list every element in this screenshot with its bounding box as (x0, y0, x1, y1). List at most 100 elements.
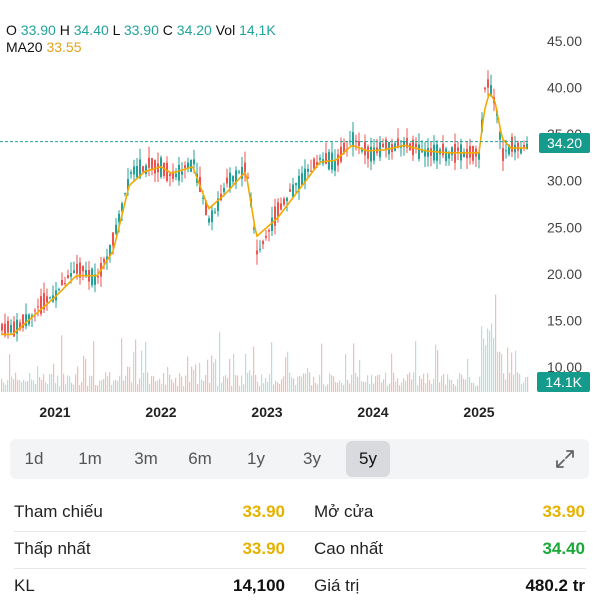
volume-bar (369, 384, 371, 392)
volume-bar (463, 378, 465, 392)
volume-bar (389, 383, 391, 392)
candle-body (256, 250, 258, 255)
volume-bar (191, 366, 193, 392)
volume-bar (431, 383, 433, 392)
volume-bar (185, 375, 187, 392)
timeframe-selector: 1d 1m 3m 6m 1y 3y 5y (10, 439, 589, 479)
volume-bar (499, 351, 501, 392)
volume-bar (95, 385, 97, 392)
stat-value-traded: Giá trị 480.2 tr (314, 574, 585, 598)
volume-bar (345, 354, 347, 392)
candle-body (397, 138, 399, 149)
candle-body (277, 202, 279, 217)
volume-bar (173, 382, 175, 392)
volume-bar (55, 382, 57, 392)
volume-bar (65, 384, 67, 392)
candle-body (253, 227, 255, 230)
candle-body (310, 170, 312, 172)
volume-bar (17, 379, 19, 392)
price-chart[interactable]: 10.0015.0020.0025.0030.0035.0040.0045.00… (0, 0, 600, 432)
volume-bar (271, 342, 273, 392)
candle-body (508, 144, 510, 155)
volume-bar (99, 380, 101, 392)
volume-bar (217, 385, 219, 392)
volume-bar (225, 374, 227, 392)
volume-bar (443, 373, 445, 392)
tab-6m[interactable]: 6m (188, 449, 212, 468)
volume-bar (63, 373, 65, 392)
candle-body (16, 319, 18, 334)
candle-body (223, 187, 225, 193)
candle-body (46, 296, 48, 303)
expand-icon[interactable] (553, 447, 577, 471)
volume-bar (93, 341, 95, 392)
volume-bar (211, 355, 213, 392)
tab-3m[interactable]: 3m (134, 449, 158, 468)
volume-bar (33, 380, 35, 392)
volume-bar (115, 379, 117, 392)
volume-bar (73, 384, 75, 392)
volume-bar (339, 380, 341, 392)
volume-bar (71, 382, 73, 392)
volume-bar (149, 383, 151, 392)
candle-body (76, 263, 78, 274)
tab-3y[interactable]: 3y (303, 449, 321, 468)
volume-bar (453, 384, 455, 392)
candle-body (10, 325, 12, 333)
volume-bar (143, 372, 145, 392)
volume-bar (85, 358, 87, 392)
candle-body (121, 203, 123, 212)
candle-body (40, 296, 42, 314)
y-tick-label: 30.00 (547, 173, 582, 189)
tab-1m[interactable]: 1m (78, 449, 102, 468)
candle-body (202, 197, 204, 199)
volume-bar (223, 376, 225, 392)
candle-body (82, 266, 84, 272)
volume-bar (249, 370, 251, 392)
volume-bar (503, 373, 505, 392)
volume-bar (515, 350, 517, 392)
candle-body (373, 147, 375, 161)
volume-bar (277, 382, 279, 392)
tab-5y[interactable]: 5y (346, 441, 390, 477)
volume-bar (235, 375, 237, 392)
volume-bar (241, 375, 243, 392)
volume-bar (441, 375, 443, 392)
volume-bar (77, 366, 79, 392)
candle-body (7, 320, 9, 333)
candle-body (184, 165, 186, 168)
volume-bar (287, 351, 289, 392)
volume-bar (179, 373, 181, 392)
volume-bar (283, 376, 285, 392)
candle-body (154, 160, 156, 174)
volume-bar (319, 374, 321, 392)
volume-bar (375, 376, 377, 392)
tab-1d[interactable]: 1d (24, 449, 44, 468)
chart-canvas[interactable]: 10.0015.0020.0025.0030.0035.0040.0045.00… (0, 0, 600, 432)
volume-bar (123, 380, 125, 392)
volume-bar (391, 353, 393, 392)
candle-body (130, 172, 132, 174)
tab-1y[interactable]: 1y (247, 449, 265, 468)
candle-body (520, 148, 522, 154)
candle-body (478, 152, 480, 160)
volume-bar (227, 377, 229, 392)
volume-bar (317, 384, 319, 392)
stat-value: 33.90 (542, 502, 585, 521)
candle-body (292, 184, 294, 197)
candle-body (205, 200, 207, 216)
volume-bar (475, 385, 477, 392)
candle-body (511, 136, 513, 152)
candle-body (172, 171, 174, 179)
volume-bar (175, 377, 177, 392)
volume-bar (291, 377, 293, 392)
volume-bar (23, 379, 25, 392)
candle-body (283, 198, 285, 205)
volume-bar (467, 358, 469, 392)
volume-bar (133, 352, 135, 392)
candle-body (106, 256, 108, 261)
volume-bar (91, 375, 93, 392)
volume-bar (481, 326, 483, 392)
volume-bar (521, 383, 523, 392)
volume-bar (233, 353, 235, 392)
